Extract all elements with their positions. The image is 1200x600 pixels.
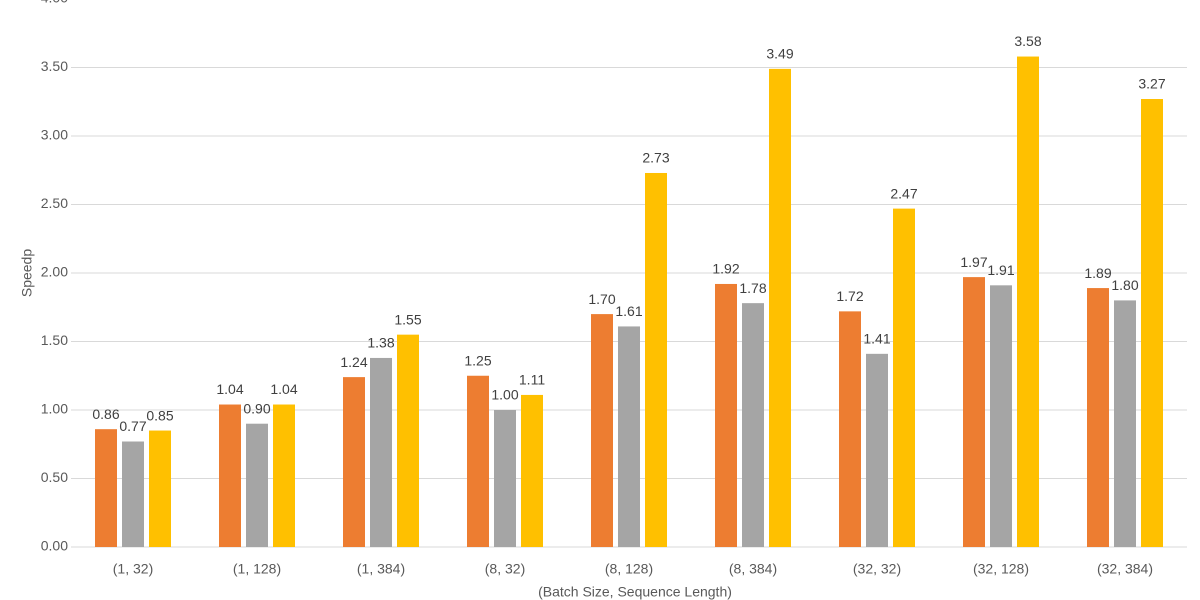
bar [246, 423, 268, 547]
bar [963, 277, 985, 547]
data-label: 1.80 [1111, 277, 1138, 293]
bar [618, 326, 640, 547]
data-label: 1.04 [270, 381, 297, 397]
x-tick-label: (1, 32) [113, 561, 153, 577]
bar [1141, 99, 1163, 547]
data-label: 1.72 [836, 288, 863, 304]
data-label: 0.77 [119, 418, 146, 434]
data-label: 0.90 [243, 400, 270, 416]
data-label: 1.89 [1084, 265, 1111, 281]
data-label: 2.73 [642, 150, 669, 166]
data-label: 1.00 [491, 387, 518, 403]
data-label: 1.91 [987, 262, 1014, 278]
bar [1114, 300, 1136, 547]
data-label: 1.04 [216, 381, 243, 397]
bar [742, 303, 764, 547]
bar [122, 441, 144, 547]
data-label: 1.70 [588, 291, 615, 307]
x-tick-label: (32, 32) [853, 561, 901, 577]
data-label: 0.85 [146, 407, 173, 423]
bar [397, 334, 419, 547]
bar [467, 375, 489, 547]
y-tick-label: 1.50 [41, 332, 68, 348]
y-tick-label: 3.50 [41, 58, 68, 74]
data-label: 1.78 [739, 280, 766, 296]
bar [494, 410, 516, 547]
y-tick-label: 2.50 [41, 195, 68, 211]
bar [95, 429, 117, 547]
x-tick-label: (32, 128) [973, 561, 1029, 577]
x-tick-label: (8, 32) [485, 561, 525, 577]
y-tick-label: 3.00 [41, 127, 68, 143]
bar [839, 311, 861, 547]
bar [343, 377, 365, 547]
y-tick-label: 4.00 [41, 0, 68, 6]
bar [273, 404, 295, 547]
y-axis-label: Speedp [19, 249, 35, 297]
y-tick-label: 0.00 [41, 538, 68, 554]
data-label: 1.92 [712, 261, 739, 277]
data-label: 1.11 [519, 372, 545, 388]
x-axis-label: (Batch Size, Sequence Length) [538, 584, 732, 600]
bar [715, 283, 737, 547]
data-label: 1.25 [464, 352, 491, 368]
bar [769, 68, 791, 548]
data-label: 3.49 [766, 46, 793, 62]
data-label: 1.55 [394, 311, 421, 327]
bar [591, 314, 613, 547]
bar [521, 394, 543, 547]
y-tick-label: 0.50 [41, 469, 68, 485]
data-label: 1.97 [960, 254, 987, 270]
data-label: 1.24 [340, 354, 367, 370]
data-label: 1.41 [863, 331, 890, 347]
data-label: 1.61 [615, 303, 642, 319]
bar [1087, 288, 1109, 547]
x-tick-label: (32, 384) [1097, 561, 1153, 577]
x-tick-label: (1, 384) [357, 561, 405, 577]
y-tick-label: 2.00 [41, 264, 68, 280]
y-tick-label: 1.00 [41, 401, 68, 417]
data-label: 1.38 [367, 335, 394, 351]
bar [645, 172, 667, 548]
data-label: 2.47 [890, 185, 917, 201]
data-label: 0.86 [92, 406, 119, 422]
bar [149, 430, 171, 547]
bar [893, 208, 915, 548]
bar [866, 353, 888, 547]
bar [370, 357, 392, 547]
data-label: 3.27 [1138, 76, 1165, 92]
bar [990, 285, 1012, 547]
data-label: 3.58 [1014, 33, 1041, 49]
x-tick-label: (1, 128) [233, 561, 281, 577]
x-tick-label: (8, 128) [605, 561, 653, 577]
x-tick-label: (8, 384) [729, 561, 777, 577]
bar [1017, 56, 1039, 547]
bar [219, 404, 241, 547]
